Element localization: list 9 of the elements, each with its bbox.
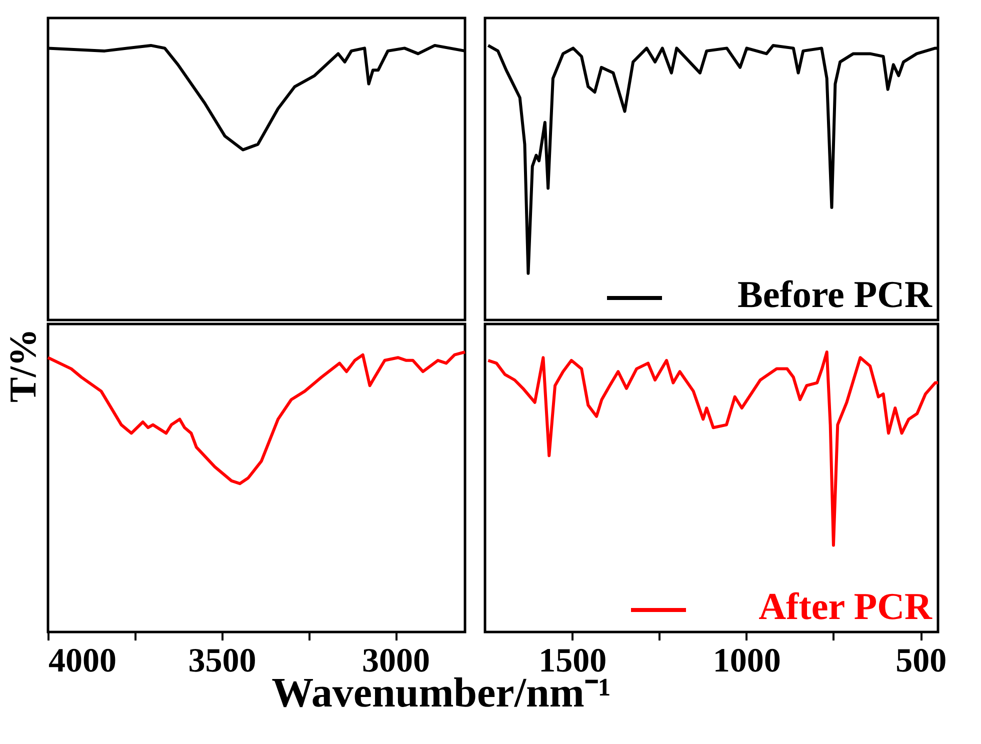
legend-label: After PCR [758, 586, 933, 628]
y-axis-title: T/% [2, 328, 44, 402]
x-tick-label: 4000 [48, 642, 116, 680]
x-tick-label: 3500 [188, 642, 256, 680]
x-tick-label: 1000 [712, 642, 781, 680]
legend-label: Before PCR [737, 274, 933, 316]
x-tick-label: 500 [896, 642, 947, 680]
x-tick-label: 3000 [362, 642, 430, 680]
x-tick-label: 1500 [538, 642, 607, 680]
